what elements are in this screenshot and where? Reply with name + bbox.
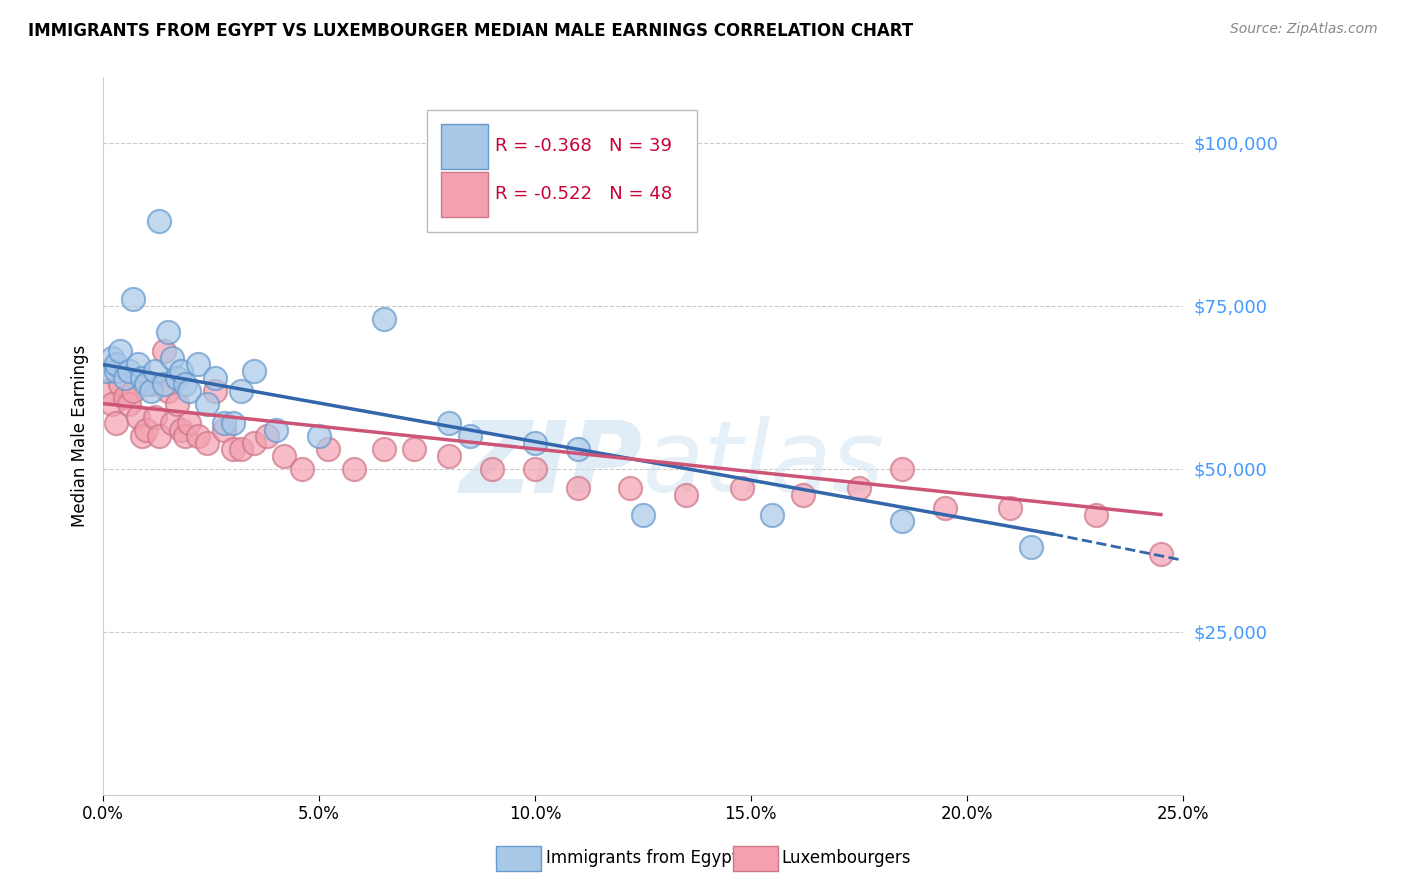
- Point: [1150, 547, 1173, 561]
- Point: [264, 423, 287, 437]
- Point: [166, 397, 188, 411]
- Y-axis label: Median Male Earnings: Median Male Earnings: [72, 345, 89, 527]
- Point: [1085, 508, 1108, 522]
- Point: [204, 384, 226, 398]
- Point: [114, 390, 136, 404]
- Point: [96, 384, 118, 398]
- Point: [221, 416, 243, 430]
- Point: [135, 423, 157, 437]
- Point: [212, 423, 235, 437]
- Point: [934, 501, 956, 516]
- Point: [567, 442, 589, 457]
- Point: [437, 449, 460, 463]
- Point: [187, 429, 209, 443]
- Point: [890, 462, 912, 476]
- Point: [342, 462, 364, 476]
- Point: [1021, 540, 1043, 554]
- FancyBboxPatch shape: [441, 172, 488, 217]
- Text: atlas: atlas: [643, 417, 884, 514]
- Point: [792, 488, 814, 502]
- Point: [273, 449, 295, 463]
- Text: Source: ZipAtlas.com: Source: ZipAtlas.com: [1230, 22, 1378, 37]
- Point: [291, 462, 314, 476]
- Point: [122, 292, 145, 306]
- Point: [675, 488, 697, 502]
- Point: [567, 482, 589, 496]
- Point: [998, 501, 1021, 516]
- Point: [458, 429, 481, 443]
- Point: [156, 384, 179, 398]
- Point: [131, 370, 153, 384]
- Point: [373, 311, 395, 326]
- Text: Immigrants from Egypt: Immigrants from Egypt: [546, 849, 738, 867]
- Point: [231, 384, 253, 398]
- Point: [195, 397, 218, 411]
- Point: [402, 442, 425, 457]
- Point: [105, 416, 128, 430]
- Point: [105, 364, 128, 378]
- Point: [170, 423, 193, 437]
- Point: [122, 384, 145, 398]
- Point: [523, 462, 546, 476]
- Point: [523, 435, 546, 450]
- Point: [174, 377, 197, 392]
- Text: IMMIGRANTS FROM EGYPT VS LUXEMBOURGER MEDIAN MALE EARNINGS CORRELATION CHART: IMMIGRANTS FROM EGYPT VS LUXEMBOURGER ME…: [28, 22, 914, 40]
- Point: [187, 358, 209, 372]
- Point: [127, 358, 149, 372]
- Point: [100, 351, 122, 365]
- Point: [204, 370, 226, 384]
- Point: [127, 409, 149, 424]
- Point: [96, 364, 118, 378]
- Text: R = -0.522   N = 48: R = -0.522 N = 48: [495, 186, 672, 203]
- Point: [143, 409, 166, 424]
- Point: [148, 429, 170, 443]
- Point: [221, 442, 243, 457]
- Point: [848, 482, 870, 496]
- Point: [118, 397, 141, 411]
- Point: [174, 429, 197, 443]
- Point: [212, 416, 235, 430]
- Point: [166, 370, 188, 384]
- Point: [243, 435, 266, 450]
- Point: [761, 508, 783, 522]
- Point: [139, 384, 162, 398]
- Point: [170, 364, 193, 378]
- Point: [135, 377, 157, 392]
- Point: [152, 344, 174, 359]
- Point: [105, 358, 128, 372]
- FancyBboxPatch shape: [427, 110, 697, 232]
- Point: [195, 435, 218, 450]
- Point: [118, 364, 141, 378]
- Point: [148, 214, 170, 228]
- Point: [179, 416, 201, 430]
- Point: [316, 442, 339, 457]
- Point: [139, 377, 162, 392]
- Point: [481, 462, 503, 476]
- Point: [110, 344, 132, 359]
- Point: [143, 364, 166, 378]
- Point: [110, 377, 132, 392]
- Point: [152, 377, 174, 392]
- Point: [731, 482, 754, 496]
- Point: [100, 397, 122, 411]
- Text: R = -0.368   N = 39: R = -0.368 N = 39: [495, 137, 672, 155]
- Point: [179, 384, 201, 398]
- Text: ZIP: ZIP: [460, 417, 643, 514]
- FancyBboxPatch shape: [441, 124, 488, 169]
- Point: [631, 508, 654, 522]
- Point: [114, 370, 136, 384]
- Point: [308, 429, 330, 443]
- Point: [373, 442, 395, 457]
- Point: [256, 429, 278, 443]
- Point: [243, 364, 266, 378]
- Point: [131, 429, 153, 443]
- Point: [160, 351, 183, 365]
- Point: [437, 416, 460, 430]
- Text: Luxembourgers: Luxembourgers: [782, 849, 911, 867]
- Point: [619, 482, 641, 496]
- Point: [156, 325, 179, 339]
- Point: [160, 416, 183, 430]
- Point: [890, 514, 912, 528]
- Point: [231, 442, 253, 457]
